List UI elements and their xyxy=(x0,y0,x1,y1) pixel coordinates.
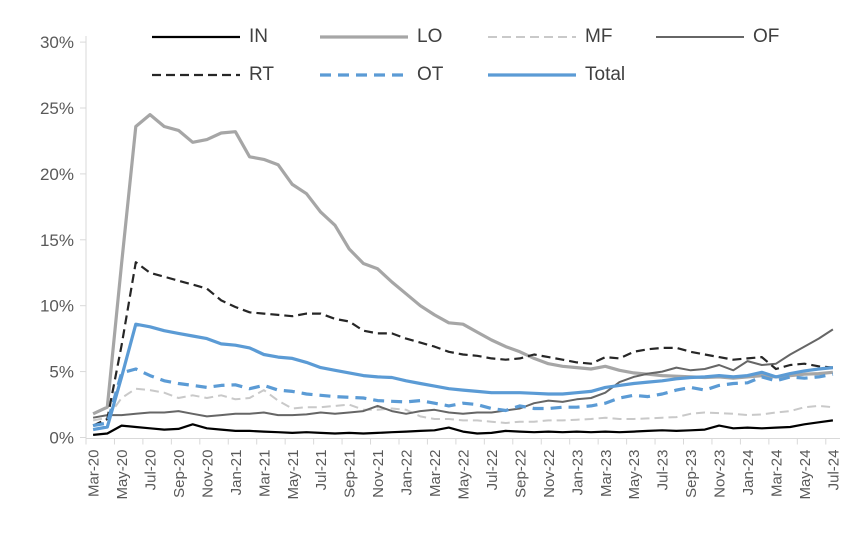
legend-line-sample-of xyxy=(656,36,744,38)
x-axis-label: Sep-20 xyxy=(171,450,188,498)
y-axis-label: 10% xyxy=(40,297,74,316)
series-line-mf xyxy=(92,387,833,424)
legend-label-rt: RT xyxy=(249,64,274,85)
legend-label-total: Total xyxy=(585,64,626,85)
legend-line-sample-mf xyxy=(488,36,576,38)
x-axis-label: May-22 xyxy=(456,450,473,500)
x-axis-label: Nov-21 xyxy=(370,450,387,498)
legend-line-sample-total xyxy=(488,73,576,77)
legend: IN LO MF OF RT OT Total xyxy=(152,26,824,86)
x-axis-label: May-20 xyxy=(114,450,131,500)
x-axis-label: Sep-23 xyxy=(683,450,700,498)
series-line-of xyxy=(92,328,834,419)
legend-item-total: Total xyxy=(488,64,656,86)
legend-item-of: OF xyxy=(656,26,824,48)
y-axis-label: 15% xyxy=(40,231,74,250)
x-axis-label: Jan-21 xyxy=(228,450,245,496)
x-axis-label: May-24 xyxy=(797,450,814,500)
series-line-in xyxy=(92,419,834,436)
legend-label-mf: MF xyxy=(585,26,613,47)
series-line-lo xyxy=(92,112,834,416)
legend-line-sample-rt xyxy=(152,73,240,77)
x-axis-label: Jul-20 xyxy=(143,450,160,491)
x-axis-label: May-23 xyxy=(626,450,643,500)
x-axis-label: Nov-23 xyxy=(712,450,729,498)
legend-row: RT OT Total xyxy=(152,64,824,86)
y-axis-label: 30% xyxy=(40,33,74,52)
x-axis-label: Jul-23 xyxy=(655,450,672,491)
x-axis-label: Mar-23 xyxy=(598,450,615,498)
y-axis-label: 0% xyxy=(49,429,74,448)
legend-label-ot: OT xyxy=(417,64,444,85)
legend-item-mf: MF xyxy=(488,26,656,48)
x-axis-label: Mar-20 xyxy=(86,450,103,498)
series-line-rt xyxy=(92,261,834,427)
legend-item-ot: OT xyxy=(320,64,488,86)
x-axis-label: Jan-24 xyxy=(740,450,757,496)
x-axis-label: Mar-22 xyxy=(427,450,444,498)
x-axis-label: May-21 xyxy=(285,450,302,500)
legend-line-sample-in xyxy=(152,35,240,39)
y-axis-label: 5% xyxy=(49,363,74,382)
x-axis-label: Sep-21 xyxy=(342,450,359,498)
legend-item-lo: LO xyxy=(320,26,488,48)
x-axis-label: Mar-24 xyxy=(768,450,785,498)
legend-row: IN LO MF OF xyxy=(152,26,824,48)
x-axis-label: Mar-21 xyxy=(256,450,273,498)
x-axis-label: Sep-22 xyxy=(512,450,529,498)
legend-line-sample-ot xyxy=(320,73,408,77)
series-line-total xyxy=(92,322,834,432)
y-axis-label: 20% xyxy=(40,165,74,184)
legend-label-of: OF xyxy=(753,26,780,47)
x-axis-label: Jul-21 xyxy=(313,450,330,491)
x-axis-label: Jul-22 xyxy=(484,450,501,491)
series-line-ot xyxy=(92,367,834,428)
legend-label-lo: LO xyxy=(417,26,443,47)
legend-item-rt: RT xyxy=(152,64,320,86)
x-axis-label: Jan-22 xyxy=(399,450,416,496)
y-axis-label: 25% xyxy=(40,99,74,118)
x-axis-label: Nov-20 xyxy=(199,450,216,498)
legend-label-in: IN xyxy=(249,26,268,47)
x-axis-label: Jan-23 xyxy=(569,450,586,496)
x-axis-label: Nov-22 xyxy=(541,450,558,498)
legend-item-in: IN xyxy=(152,26,320,48)
legend-line-sample-lo xyxy=(320,35,408,39)
x-axis-label: Jul-24 xyxy=(825,450,842,491)
